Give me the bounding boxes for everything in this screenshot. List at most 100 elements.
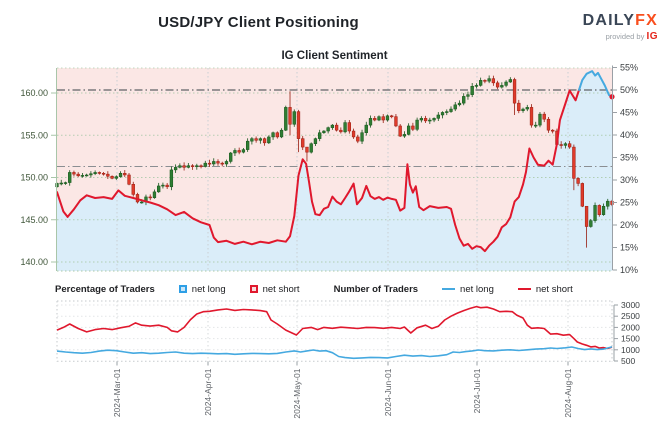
candle-body xyxy=(169,169,174,188)
svg-text:10%: 10% xyxy=(620,265,638,275)
candle-body xyxy=(68,172,72,183)
candle-body xyxy=(165,184,169,188)
candle-body xyxy=(445,111,449,113)
svg-text:2024-Jun-01: 2024-Jun-01 xyxy=(383,368,393,416)
candle-body xyxy=(584,205,589,227)
candle-body xyxy=(479,80,483,86)
candle-body xyxy=(453,104,457,110)
candle-body xyxy=(334,124,339,131)
svg-text:2024-Aug-01: 2024-Aug-01 xyxy=(563,368,573,417)
candle-body xyxy=(85,174,89,177)
candle-body xyxy=(487,78,491,82)
net-short-count-line xyxy=(56,305,613,350)
candle-body xyxy=(364,124,368,133)
candle-body xyxy=(182,165,186,168)
svg-text:500: 500 xyxy=(621,356,635,366)
candle-body xyxy=(241,149,246,153)
candle-body xyxy=(131,184,135,195)
candle-body xyxy=(296,111,301,139)
candle-body xyxy=(512,79,517,104)
candle-body xyxy=(152,191,157,199)
candle-body xyxy=(245,140,250,150)
candle-body xyxy=(89,173,93,176)
svg-text:2500: 2500 xyxy=(621,311,640,321)
percentage-of-traders-label: Percentage of Traders xyxy=(55,283,155,295)
candlestick-series xyxy=(55,75,614,248)
candle-body xyxy=(504,81,508,86)
candle-body xyxy=(305,146,309,153)
candle-body xyxy=(423,118,428,122)
candle-body xyxy=(148,196,152,199)
svg-text:40%: 40% xyxy=(620,130,638,140)
svg-text:2024-Apr-01: 2024-Apr-01 xyxy=(203,368,213,416)
candle-body xyxy=(517,102,521,111)
svg-text:50%: 50% xyxy=(620,85,638,95)
legend-pct-net-short: net short xyxy=(249,284,300,295)
candle-body xyxy=(559,144,563,146)
net-long-swatch-icon xyxy=(178,285,187,293)
candle-body xyxy=(377,116,381,121)
logo-tagline: provided by IG xyxy=(583,32,658,42)
candle-body xyxy=(390,115,394,118)
candle-body xyxy=(267,136,271,144)
candle-body xyxy=(216,161,220,164)
candle-body xyxy=(402,134,407,137)
svg-text:2024-Jul-01: 2024-Jul-01 xyxy=(472,368,482,413)
candle-body xyxy=(542,113,546,120)
candle-body xyxy=(233,150,237,154)
candle-body xyxy=(161,184,165,187)
svg-text:155.00: 155.00 xyxy=(20,130,48,140)
svg-text:55%: 55% xyxy=(620,63,638,73)
svg-text:2024-May-01: 2024-May-01 xyxy=(292,368,302,418)
candle-body xyxy=(368,118,373,126)
candle-body xyxy=(80,175,85,177)
candle-body xyxy=(212,161,216,165)
candle-body xyxy=(330,124,335,128)
candle-body xyxy=(97,172,102,174)
svg-text:160.00: 160.00 xyxy=(20,88,48,98)
candle-body xyxy=(157,185,161,193)
candle-body xyxy=(521,108,525,111)
dailyfx-logo: DAILYFX provided by IG xyxy=(583,13,658,42)
candle-body xyxy=(284,107,288,131)
candle-body xyxy=(563,143,568,146)
candle-body xyxy=(322,130,326,133)
chart-subtitle: IG Client Sentiment xyxy=(281,50,388,62)
candle-body xyxy=(347,122,351,132)
candle-body xyxy=(538,113,542,126)
candle-body xyxy=(127,174,131,185)
svg-text:1000: 1000 xyxy=(621,345,640,355)
candle-body xyxy=(220,162,224,165)
provided-by-text: provided by xyxy=(605,32,645,41)
candle-body xyxy=(178,165,182,168)
candle-body xyxy=(491,78,496,84)
candle-body xyxy=(301,138,305,148)
logo-daily-text: DAILY xyxy=(582,12,636,29)
candle-body xyxy=(63,182,68,184)
candle-body xyxy=(101,173,106,175)
candle-body xyxy=(597,205,601,215)
svg-text:145.00: 145.00 xyxy=(20,215,48,225)
candle-body xyxy=(114,176,118,179)
candle-body xyxy=(394,116,398,127)
candle-body xyxy=(470,85,474,95)
candle-body xyxy=(351,130,356,138)
net-long-line-icon xyxy=(442,288,456,290)
net-short-line-icon xyxy=(517,288,531,290)
net-long-area xyxy=(57,71,612,271)
candle-body xyxy=(449,108,453,112)
candle-body xyxy=(551,129,555,132)
ig-logo-text: IG xyxy=(646,31,658,42)
candle-body xyxy=(385,115,390,121)
candle-body xyxy=(457,102,462,106)
candle-body xyxy=(140,201,144,204)
candle-body xyxy=(173,167,178,171)
candle-body xyxy=(318,132,322,139)
svg-text:2000: 2000 xyxy=(621,322,640,332)
candle-body xyxy=(339,129,343,133)
candle-body xyxy=(580,183,584,207)
candle-body xyxy=(237,150,241,153)
